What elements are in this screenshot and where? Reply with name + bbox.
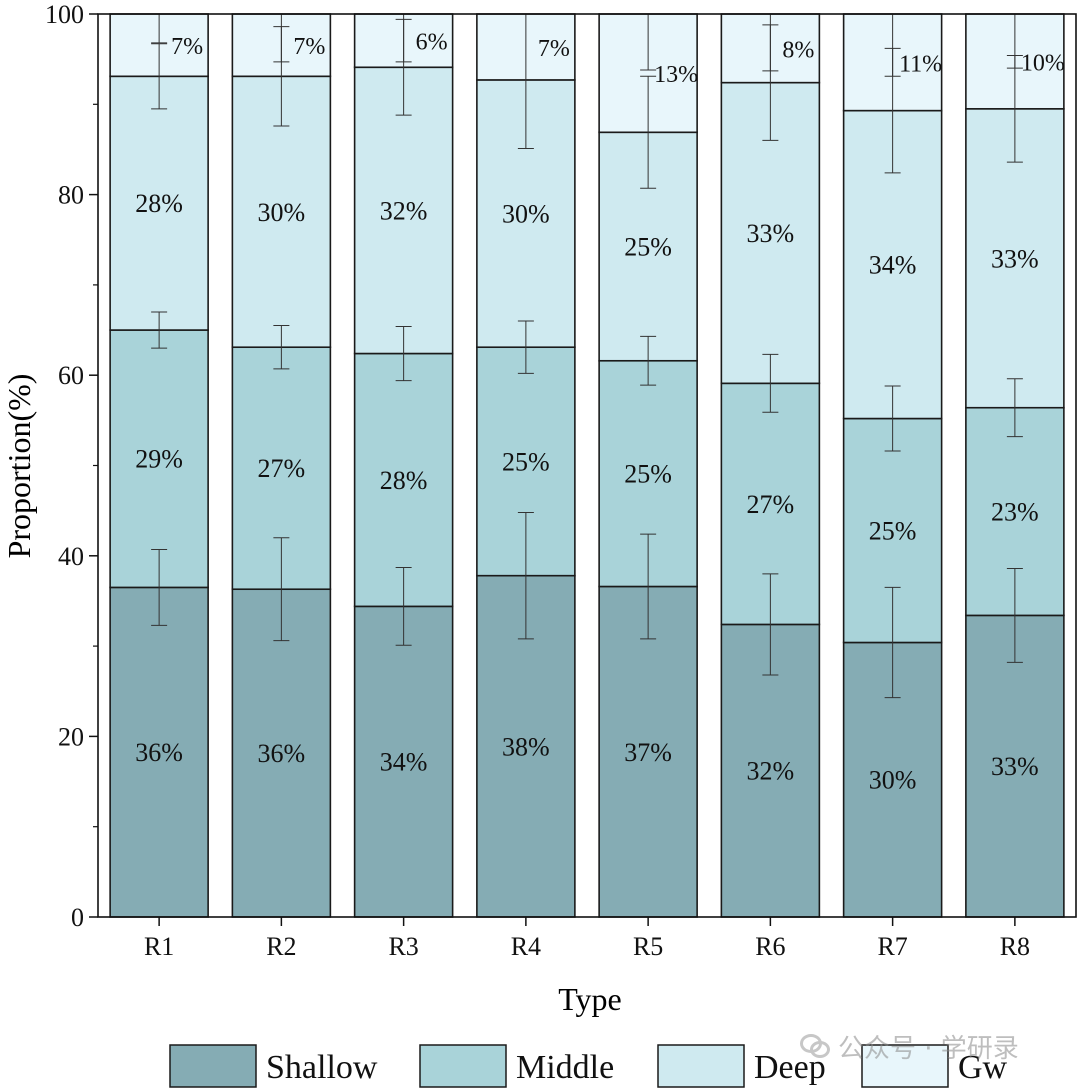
value-label-middle-r3: 28%: [380, 466, 428, 495]
x-tick-label: R2: [266, 932, 296, 961]
value-label-shallow-r2: 36%: [258, 739, 306, 768]
value-label-middle-r1: 29%: [135, 445, 183, 474]
value-label-deep-r8: 33%: [991, 244, 1039, 273]
value-label-shallow-r8: 33%: [991, 752, 1039, 781]
x-tick-label: R3: [388, 932, 418, 961]
value-label-middle-r6: 27%: [747, 490, 795, 519]
value-label-shallow-r6: 32%: [747, 757, 795, 786]
value-label-deep-r2: 30%: [258, 198, 306, 227]
x-tick-label: R1: [144, 932, 174, 961]
value-label-gw-r8: 10%: [1021, 50, 1065, 76]
legend-swatch-deep: [657, 1044, 745, 1088]
x-tick-label: R4: [511, 932, 541, 961]
value-label-deep-r1: 28%: [135, 189, 183, 218]
legend-swatch-middle: [419, 1044, 507, 1088]
value-label-deep-r6: 33%: [747, 219, 795, 248]
value-label-gw-r1: 7%: [171, 34, 203, 60]
bar-shallow-r2: [231, 588, 332, 918]
bar-middle-r1: [109, 329, 209, 589]
value-label-middle-r2: 27%: [258, 454, 306, 483]
value-label-gw-r6: 8%: [782, 37, 814, 63]
value-label-shallow-r1: 36%: [135, 738, 183, 767]
legend-label-gw: Gw: [958, 1049, 1008, 1086]
watermark-text: 公众号 · 学研录: [838, 1033, 1019, 1064]
y-tick-label: 100: [45, 0, 84, 29]
value-labels-layer: 36% 29% 28% 7% 36% 27% 30% 7% 34% 28% 32% 6% 38% 25% 3…: [135, 30, 1065, 795]
watermark: 公众号 · 学研录: [800, 1026, 1060, 1066]
value-label-middle-r4: 25%: [502, 447, 550, 476]
bar-shallow-r5: [598, 585, 698, 918]
value-label-shallow-r3: 34%: [380, 748, 428, 777]
value-label-deep-r3: 32%: [380, 196, 428, 225]
value-label-deep-r5: 25%: [624, 233, 672, 262]
x-tick-label: R8: [1000, 932, 1030, 961]
legend-swatch-gw: [861, 1044, 949, 1088]
value-label-gw-r5: 13%: [654, 62, 698, 88]
value-label-middle-r7: 25%: [869, 517, 917, 546]
axes-layer: R1 R2 R3 R4 R5 R6 R7 R8 0 20 40 60 80 100: [45, 0, 1077, 961]
value-label-gw-r3: 6%: [416, 30, 448, 56]
error-bars-layer: [151, 13, 1023, 699]
x-tick-label: R7: [877, 932, 907, 961]
value-label-deep-r4: 30%: [502, 200, 550, 229]
legend-label-shallow: Shallow: [266, 1049, 378, 1086]
bars-layer: [109, 13, 1065, 918]
value-label-shallow-r7: 30%: [869, 766, 917, 795]
value-label-gw-r2: 7%: [293, 34, 325, 60]
bar-middle-r3: [353, 352, 454, 608]
x-tick-label: R5: [633, 932, 663, 961]
value-label-middle-r8: 23%: [991, 498, 1039, 527]
y-axis-title: Proportion(%): [1, 374, 37, 559]
y-tick-label: 60: [58, 361, 84, 390]
value-label-middle-r5: 25%: [624, 460, 672, 489]
legend: Shallow Middle Deep Gw: [169, 1044, 1008, 1088]
legend-swatch-shallow: [169, 1044, 257, 1088]
value-label-gw-r4: 7%: [538, 36, 570, 62]
legend-label-middle: Middle: [516, 1049, 614, 1086]
value-label-shallow-r5: 37%: [624, 738, 672, 767]
y-tick-label: 40: [58, 542, 84, 571]
bar-shallow-r1: [109, 586, 209, 918]
y-tick-label: 0: [71, 903, 84, 932]
y-tick-label: 80: [58, 181, 84, 210]
wechat-icon: [800, 1034, 830, 1058]
x-axis-title: Type: [558, 981, 622, 1017]
value-label-deep-r7: 34%: [869, 251, 917, 280]
value-label-shallow-r4: 38%: [502, 732, 550, 761]
value-label-gw-r7: 11%: [899, 51, 942, 77]
y-tick-label: 20: [58, 722, 84, 751]
x-tick-label: R6: [755, 932, 785, 961]
bar-shallow-r8: [965, 614, 1065, 918]
